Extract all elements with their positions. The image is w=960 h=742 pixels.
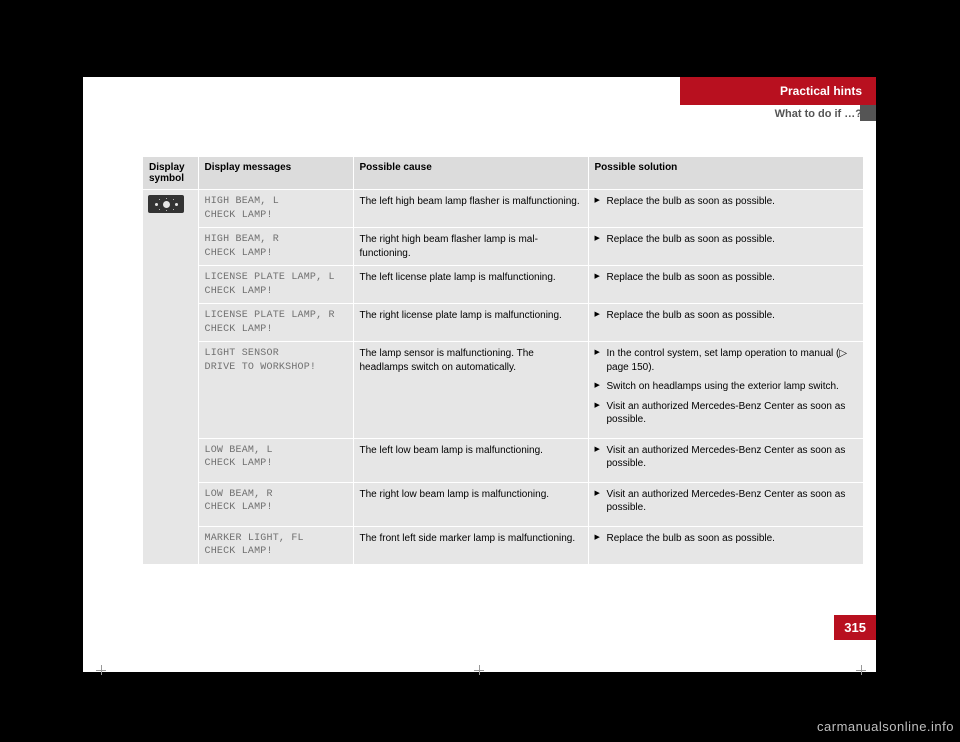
solution-item: In the control system, set lamp operatio… (595, 347, 858, 374)
solution-item: Replace the bulb as soon as possible. (595, 195, 858, 209)
display-message-text: HIGH BEAM, L CHECK LAMP! (205, 195, 347, 222)
table-row: LICENSE PLATE LAMP, L CHECK LAMP!The lef… (143, 266, 863, 304)
message-cell: LICENSE PLATE LAMP, R CHECK LAMP! (198, 304, 353, 342)
table-row: HIGH BEAM, L CHECK LAMP!The left high be… (143, 190, 863, 228)
col-header-cause: Possible cause (353, 157, 588, 190)
cause-cell: The front left side marker lamp is mal­f… (353, 526, 588, 564)
solution-list: Replace the bulb as soon as possible. (595, 309, 858, 323)
message-cell: LOW BEAM, R CHECK LAMP! (198, 482, 353, 526)
table-row: LOW BEAM, L CHECK LAMP!The left low beam… (143, 438, 863, 482)
cause-cell: The right high beam flasher lamp is mal­… (353, 228, 588, 266)
solution-cell: Replace the bulb as soon as possible. (588, 526, 863, 564)
message-cell: MARKER LIGHT, FL CHECK LAMP! (198, 526, 353, 564)
cause-cell: The left license plate lamp is malfuncti… (353, 266, 588, 304)
display-message-text: LICENSE PLATE LAMP, R CHECK LAMP! (205, 309, 347, 336)
section-tab: Practical hints (680, 77, 876, 105)
display-message-text: MARKER LIGHT, FL CHECK LAMP! (205, 532, 347, 559)
solution-list: Visit an authorized Mercedes-Benz Cen­te… (595, 488, 858, 515)
solution-list: Replace the bulb as soon as possible. (595, 271, 858, 285)
display-message-text: LOW BEAM, L CHECK LAMP! (205, 444, 347, 471)
watermark: carmanualsonline.info (817, 719, 954, 734)
display-message-text: LOW BEAM, R CHECK LAMP! (205, 488, 347, 515)
table-row: LOW BEAM, R CHECK LAMP!The right low bea… (143, 482, 863, 526)
messages-table-wrap: Display symbol Display messages Possible… (143, 157, 863, 564)
cause-cell: The left high beam lamp flasher is mal­f… (353, 190, 588, 228)
symbol-cell (143, 190, 198, 564)
table-row: LIGHT SENSOR DRIVE TO WORKSHOP!The lamp … (143, 342, 863, 439)
solution-cell: Replace the bulb as soon as possible. (588, 266, 863, 304)
message-cell: LICENSE PLATE LAMP, L CHECK LAMP! (198, 266, 353, 304)
solution-item: Switch on headlamps using the exterior l… (595, 380, 858, 394)
solution-item: Replace the bulb as soon as possible. (595, 309, 858, 323)
solution-list: Replace the bulb as soon as possible. (595, 233, 858, 247)
solution-list: Replace the bulb as soon as possible. (595, 195, 858, 209)
solution-list: In the control system, set lamp operatio… (595, 347, 858, 427)
solution-cell: Replace the bulb as soon as possible. (588, 228, 863, 266)
solution-cell: Replace the bulb as soon as possible. (588, 304, 863, 342)
table-row: HIGH BEAM, R CHECK LAMP!The right high b… (143, 228, 863, 266)
subtitle-box (860, 105, 876, 121)
solution-item: Visit an authorized Mercedes-Benz Cen­te… (595, 444, 858, 471)
message-cell: HIGH BEAM, R CHECK LAMP! (198, 228, 353, 266)
cause-cell: The right license plate lamp is malfunc­… (353, 304, 588, 342)
solution-item: Replace the bulb as soon as possible. (595, 271, 858, 285)
cause-cell: The left low beam lamp is malfunctioning… (353, 438, 588, 482)
solution-cell: In the control system, set lamp operatio… (588, 342, 863, 439)
solution-item: Replace the bulb as soon as possible. (595, 233, 858, 247)
manual-page: Practical hints What to do if …? Display… (83, 77, 876, 672)
page-number: 315 (834, 615, 876, 640)
message-cell: LIGHT SENSOR DRIVE TO WORKSHOP! (198, 342, 353, 439)
lamp-icon (148, 195, 184, 213)
solution-list: Replace the bulb as soon as possible. (595, 532, 858, 546)
solution-cell: Visit an authorized Mercedes-Benz Cen­te… (588, 482, 863, 526)
message-cell: LOW BEAM, L CHECK LAMP! (198, 438, 353, 482)
cause-cell: The right low beam lamp is malfunction­i… (353, 482, 588, 526)
section-subtitle: What to do if …? (775, 108, 862, 120)
display-message-text: LIGHT SENSOR DRIVE TO WORKSHOP! (205, 347, 347, 374)
solution-cell: Replace the bulb as soon as possible. (588, 190, 863, 228)
solution-item: Visit an authorized Mercedes-Benz Cen­te… (595, 400, 858, 427)
cause-cell: The lamp sensor is malfunctioning. The h… (353, 342, 588, 439)
message-cell: HIGH BEAM, L CHECK LAMP! (198, 190, 353, 228)
display-message-text: LICENSE PLATE LAMP, L CHECK LAMP! (205, 271, 347, 298)
crop-marks (83, 665, 876, 673)
solution-item: Replace the bulb as soon as possible. (595, 532, 858, 546)
col-header-solution: Possible solution (588, 157, 863, 190)
table-row: LICENSE PLATE LAMP, R CHECK LAMP!The rig… (143, 304, 863, 342)
table-header-row: Display symbol Display messages Possible… (143, 157, 863, 190)
solution-list: Visit an authorized Mercedes-Benz Cen­te… (595, 444, 858, 471)
solution-cell: Visit an authorized Mercedes-Benz Cen­te… (588, 438, 863, 482)
display-message-text: HIGH BEAM, R CHECK LAMP! (205, 233, 347, 260)
col-header-symbol: Display symbol (143, 157, 198, 190)
col-header-messages: Display messages (198, 157, 353, 190)
table-row: MARKER LIGHT, FL CHECK LAMP!The front le… (143, 526, 863, 564)
messages-table: Display symbol Display messages Possible… (143, 157, 863, 564)
solution-item: Visit an authorized Mercedes-Benz Cen­te… (595, 488, 858, 515)
